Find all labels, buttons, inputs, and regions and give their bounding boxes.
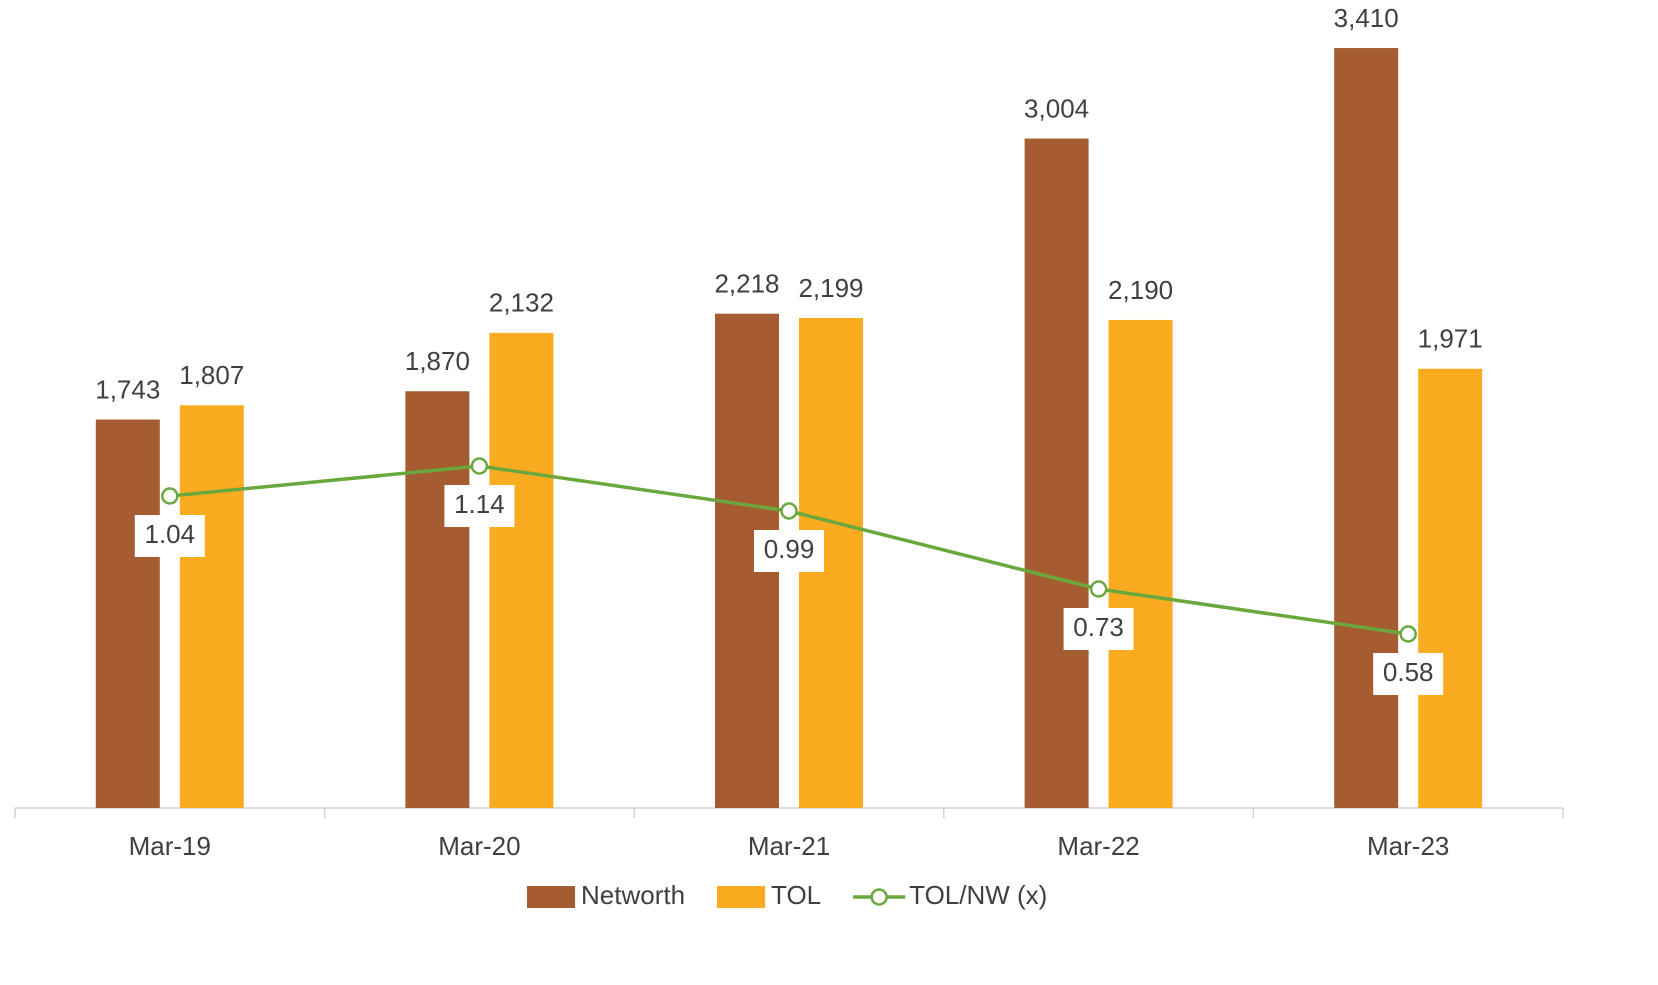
line-marker — [161, 487, 179, 505]
label-box — [444, 485, 515, 527]
bar — [1108, 319, 1173, 808]
label-box — [1063, 608, 1134, 650]
label-box — [754, 530, 824, 572]
bar — [489, 332, 554, 808]
label-box — [1373, 653, 1444, 695]
bar-value-label: 2,190 — [1108, 275, 1173, 305]
bar-value-label: 3,410 — [1334, 3, 1399, 33]
x-tick-label: Mar-19 — [129, 831, 211, 861]
legend-marker — [870, 888, 888, 906]
line-marker — [470, 457, 489, 475]
line-value-label: 0.99 — [764, 534, 815, 564]
legend-swatch — [527, 886, 575, 908]
line-value-label: 1.14 — [454, 489, 505, 519]
legend-label: TOL/NW (x) — [909, 880, 1047, 910]
bar — [405, 391, 470, 808]
legend-label: TOL — [771, 880, 821, 910]
x-tick-label: Mar-23 — [1367, 831, 1449, 861]
x-tick-label: Mar-21 — [748, 831, 830, 861]
line-value-label: 0.73 — [1073, 612, 1124, 642]
line-value-label: 1.04 — [144, 519, 195, 549]
line-marker — [780, 502, 798, 520]
bar-value-label: 2,218 — [714, 269, 779, 299]
x-tick-label: Mar-22 — [1057, 831, 1139, 861]
bar — [95, 419, 160, 808]
bar-value-label: 3,004 — [1024, 93, 1089, 123]
bar-value-label: 1,971 — [1418, 324, 1483, 354]
bar-value-label: 1,743 — [95, 374, 160, 404]
line-marker — [1089, 580, 1108, 598]
x-tick-label: Mar-20 — [438, 831, 520, 861]
legend-swatch — [717, 886, 766, 908]
bar-value-label: 2,199 — [798, 273, 863, 303]
bar — [1024, 138, 1089, 809]
bar-value-label: 1,807 — [179, 360, 244, 390]
bar-value-label: 1,870 — [405, 346, 470, 376]
line-value-label: 0.58 — [1383, 657, 1434, 687]
bar — [1418, 368, 1483, 808]
bar-value-label: 2,132 — [489, 288, 554, 318]
line-marker — [1399, 625, 1417, 643]
legend-label: Networth — [581, 880, 685, 910]
bar — [179, 405, 244, 808]
label-box — [134, 515, 205, 557]
